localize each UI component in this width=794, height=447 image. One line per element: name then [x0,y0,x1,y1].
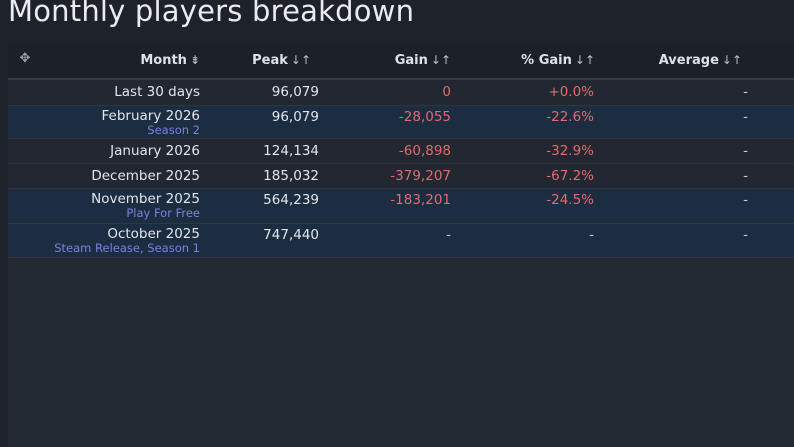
month-label: December 2025 [91,168,200,184]
pct-gain-cell: -22.6% [546,109,594,125]
month-label: January 2026 [110,143,200,159]
table-row: November 2025 Play For Free 564,239 -183… [8,189,794,224]
gain-cell: -60,898 [398,143,451,159]
average-cell: - [743,84,748,100]
event-annotation: Season 2 [147,123,200,137]
gain-cell: - [446,227,451,243]
month-label: November 2025 [91,191,200,207]
gain-cell: 0 [442,84,451,100]
month-cell: January 2026 [110,143,200,159]
table-header: ✥ Month ⇟ Peak ↓↑ Gain ↓↑ % Gain ↓↑ Average ↓… [8,42,794,80]
column-header-average[interactable]: Average ↓↑ [659,42,742,78]
average-cell: - [743,109,748,125]
peak-cell: 564,239 [263,192,319,208]
month-label: February 2026 [101,108,200,124]
column-header-peak[interactable]: Peak ↓↑ [252,42,311,78]
average-cell: - [743,143,748,159]
month-cell: February 2026 Season 2 [102,108,200,137]
sort-icon: ↓↑ [290,53,311,67]
table-row: October 2025 Steam Release, Season 1 747… [8,224,794,258]
column-header-peak-label: Peak [252,53,288,68]
average-cell: - [743,192,748,208]
month-label: October 2025 [107,226,200,242]
column-header-average-label: Average [658,53,719,68]
pct-gain-cell: +0.0% [548,84,594,100]
pct-gain-cell: -32.9% [546,143,594,159]
column-header-gain-label: Gain [394,53,428,68]
average-cell: - [743,227,748,243]
column-header-month-label: Month [140,53,187,68]
pct-gain-cell: -67.2% [546,168,594,184]
page-title: Monthly players breakdown [8,0,415,28]
column-header-gain[interactable]: Gain ↓↑ [395,42,451,78]
sort-icon: ↓↑ [574,53,595,67]
players-table: ✥ Month ⇟ Peak ↓↑ Gain ↓↑ % Gain ↓↑ Average ↓… [8,42,794,447]
drag-handle-icon[interactable]: ✥ [19,51,31,66]
event-annotation: Play For Free [126,206,200,220]
gain-cell: -379,207 [390,168,451,184]
sort-icon: ↓↑ [721,53,742,67]
pct-gain-cell: -24.5% [546,192,594,208]
gain-cell: -28,055 [398,109,451,125]
column-header-pct-gain[interactable]: % Gain ↓↑ [521,42,595,78]
peak-cell: 124,134 [263,143,319,159]
month-cell: October 2025 Steam Release, Season 1 [54,226,200,255]
sort-icon: ↓↑ [430,53,451,67]
column-header-month[interactable]: Month ⇟ [140,42,200,78]
month-label: Last 30 days [114,84,200,100]
column-header-pct-gain-label: % Gain [521,53,572,68]
table-row: December 2025 185,032 -379,207 -67.2% - [8,164,794,189]
peak-cell: 747,440 [263,227,319,243]
gain-cell: -183,201 [390,192,451,208]
month-cell: November 2025 Play For Free [91,191,200,220]
table-row: January 2026 124,134 -60,898 -32.9% - [8,139,794,164]
month-cell: December 2025 [91,168,200,184]
average-cell: - [743,168,748,184]
table-row: February 2026 Season 2 96,079 -28,055 -2… [8,106,794,139]
pct-gain-cell: - [589,227,594,243]
event-annotation: Steam Release, Season 1 [54,241,200,255]
peak-cell: 185,032 [263,168,319,184]
sort-desc-icon: ⇟ [189,53,200,67]
peak-cell: 96,079 [271,84,319,100]
month-cell: Last 30 days [114,84,200,100]
peak-cell: 96,079 [271,109,319,125]
table-row: Last 30 days 96,079 0 +0.0% - [8,80,794,106]
